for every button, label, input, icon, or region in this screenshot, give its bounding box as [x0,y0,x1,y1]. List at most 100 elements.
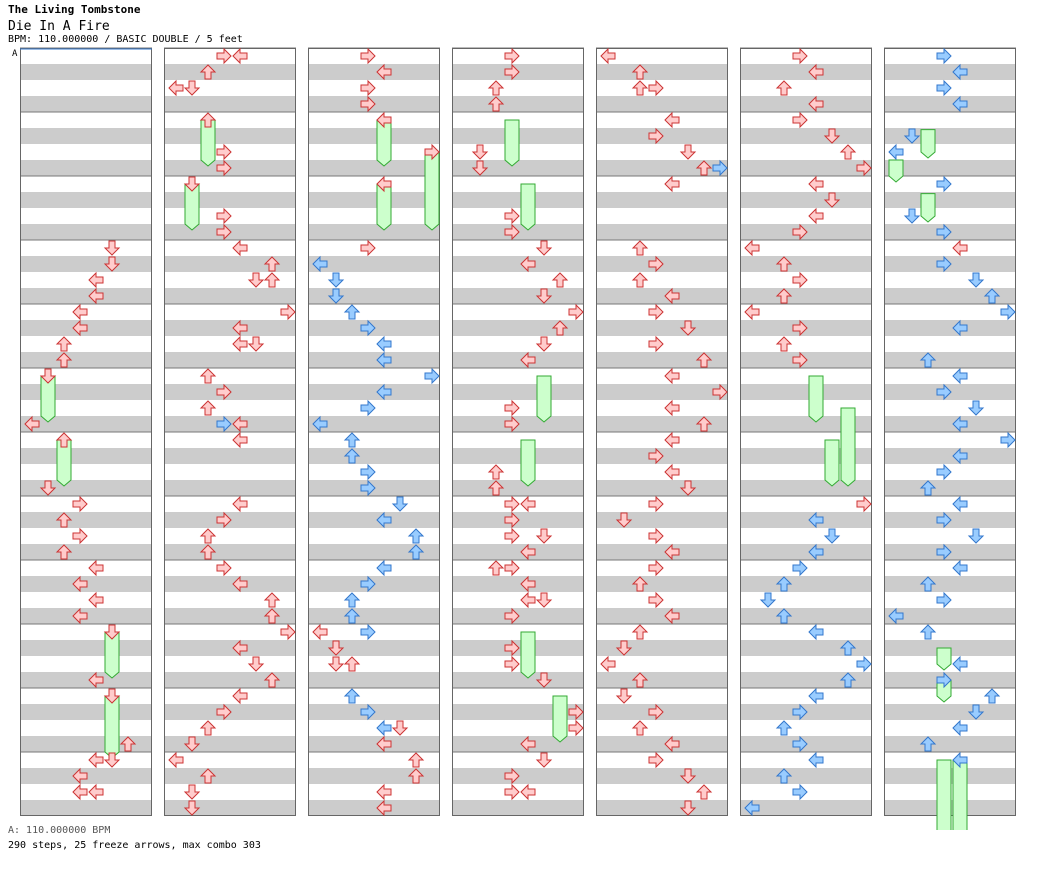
step-arrow-right [504,511,520,529]
step-arrow-up [775,608,793,624]
step-arrow-up [343,448,361,464]
step-arrow-up [695,784,713,800]
beat-stripe [164,736,296,752]
beat-stripe [308,288,440,304]
beat-stripe [308,704,440,720]
step-arrow-up [775,576,793,592]
freeze-arrow [376,119,392,167]
step-arrow-right [648,527,664,545]
beat-stripe [740,224,872,240]
step-arrow-up [343,304,361,320]
beat-stripe [20,544,152,560]
beat-stripe [20,384,152,400]
step-arrow-right [216,159,232,177]
step-arrow-right [360,623,376,641]
step-arrow-left [664,175,680,193]
step-arrow-left [952,559,968,577]
freeze-arrow [808,375,824,423]
step-arrow-right [936,671,952,689]
step-arrow-down [471,144,489,160]
freeze-arrow [952,759,968,830]
beat-stripe [884,512,1016,528]
step-arrow-left [952,415,968,433]
step-arrow-right [568,703,584,721]
step-chart [20,47,1016,830]
step-arrow-down [183,80,201,96]
beat-stripe [884,256,1016,272]
step-arrow-left [232,639,248,657]
step-arrow-right [936,255,952,273]
step-arrow-right [792,223,808,241]
step-arrow-up [199,528,217,544]
step-arrow-left [312,415,328,433]
beat-stripe [884,384,1016,400]
step-arrow-left [72,303,88,321]
step-arrow-left [520,255,536,273]
beat-stripe [452,576,584,592]
step-arrow-up [487,464,505,480]
step-arrow-up [55,544,73,560]
step-arrow-left [520,783,536,801]
step-arrow-left [952,655,968,673]
beat-stripe [740,640,872,656]
beat-stripe [308,352,440,368]
step-arrow-left [808,543,824,561]
bpm-note: A: 110.000000 BPM [8,825,111,836]
beat-stripe [740,576,872,592]
step-arrow-down [535,672,553,688]
step-arrow-right [360,319,376,337]
beat-stripe [452,256,584,272]
step-arrow-up [407,544,425,560]
step-arrow-left [72,319,88,337]
bpm-section-marker: A [12,49,18,59]
beat-stripe [740,448,872,464]
step-arrow-down [183,176,201,192]
step-arrow-right [712,383,728,401]
freeze-arrow [200,119,216,167]
step-arrow-down [823,192,841,208]
step-arrow-down [391,720,409,736]
step-arrow-left [232,575,248,593]
step-arrow-left [376,719,392,737]
beat-stripe [164,96,296,112]
step-arrow-right [504,207,520,225]
step-arrow-up [199,768,217,784]
beat-stripe [20,576,152,592]
step-arrow-down [39,480,57,496]
beat-stripe [20,704,152,720]
beat-stripe [20,96,152,112]
step-arrow-right [648,303,664,321]
beat-stripe [308,320,440,336]
freeze-arrow [104,695,120,759]
step-arrow-right [936,591,952,609]
beat-stripe [884,192,1016,208]
column-border [164,48,296,816]
step-arrow-down [247,272,265,288]
beat-stripe [308,192,440,208]
step-arrow-right [360,703,376,721]
step-arrow-down [327,272,345,288]
step-arrow-left [744,239,760,257]
freeze-arrow [936,647,952,671]
beat-stripe [452,192,584,208]
beat-stripe [164,576,296,592]
step-arrow-left [520,495,536,513]
song-title: Die In A Fire [8,19,110,34]
beat-stripe [596,128,728,144]
step-arrow-down [327,288,345,304]
step-arrow-down [967,704,985,720]
step-arrow-left [376,735,392,753]
step-arrow-right [216,703,232,721]
beat-stripe [740,544,872,560]
step-arrow-up [983,288,1001,304]
step-arrow-up [775,288,793,304]
step-arrow-right [216,415,232,433]
step-arrow-up [199,544,217,560]
freeze-arrow [936,759,952,830]
step-arrow-up [199,112,217,128]
beat-stripe [20,288,152,304]
beat-stripe [164,448,296,464]
beat-stripe [452,608,584,624]
step-arrow-left [88,671,104,689]
step-arrow-right [360,575,376,593]
